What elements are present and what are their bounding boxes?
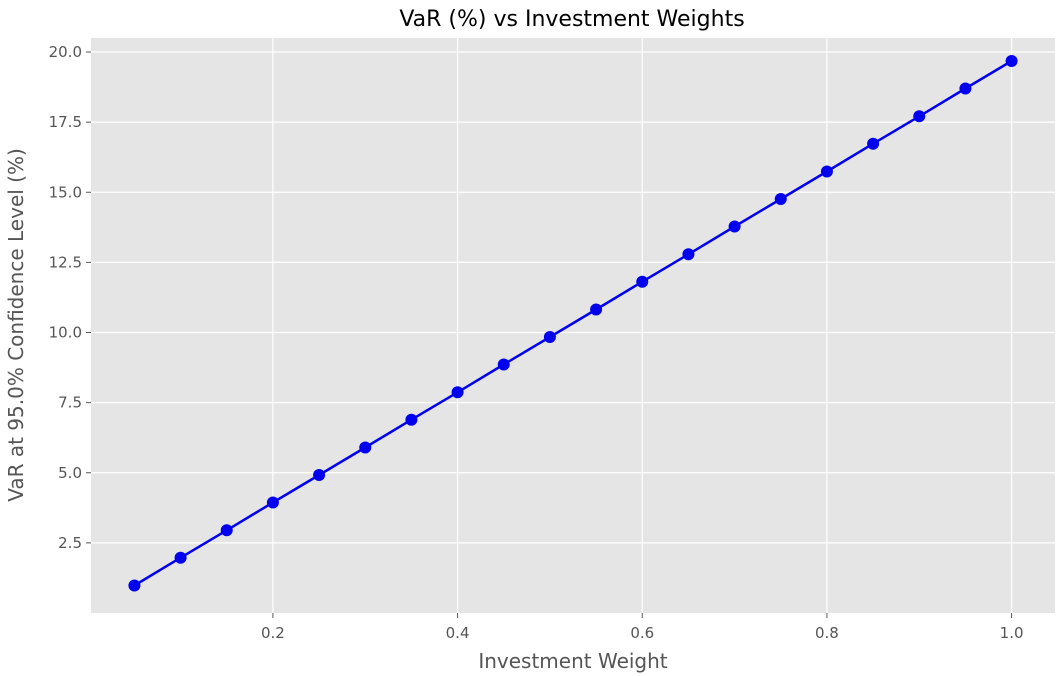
data-point: [959, 82, 972, 95]
data-point: [728, 220, 741, 233]
y-tick-label: 10.0: [49, 324, 82, 342]
plot-area: [91, 38, 1055, 613]
x-axis: 0.2 0.4 0.6 0.8 1.0: [261, 613, 1024, 642]
y-axis: 2.5 5.0 7.5 10.0 12.5 15.0 17.5 20.0: [49, 43, 91, 552]
data-point: [451, 386, 464, 399]
y-tick-label: 5.0: [58, 464, 82, 482]
data-point: [128, 579, 141, 592]
x-tick-label: 0.8: [815, 624, 839, 642]
x-tick-label: 0.6: [630, 624, 654, 642]
data-point: [913, 110, 926, 123]
data-point: [820, 165, 833, 178]
x-tick-label: 0.2: [261, 624, 285, 642]
x-tick-label: 1.0: [1000, 624, 1024, 642]
y-tick-label: 15.0: [49, 183, 82, 201]
data-point: [497, 358, 510, 371]
series-line: [133, 59, 1013, 587]
y-axis-label: VaR at 95.0% Confidence Level (%): [4, 148, 28, 502]
y-tick-label: 2.5: [58, 534, 82, 552]
data-point: [220, 524, 233, 537]
data-point: [359, 441, 372, 454]
data-point: [405, 413, 418, 426]
y-tick-label: 17.5: [49, 113, 82, 131]
x-tick-label: 0.4: [446, 624, 470, 642]
data-point: [266, 496, 279, 509]
data-point: [313, 469, 326, 481]
data-point: [590, 303, 603, 316]
data-point: [867, 137, 880, 150]
x-axis-label: Investment Weight: [478, 649, 667, 673]
data-point: [1005, 55, 1018, 67]
y-tick-label: 20.0: [49, 43, 82, 61]
data-point: [682, 248, 695, 261]
y-tick-label: 12.5: [49, 253, 82, 271]
chart-title: VaR (%) vs Investment Weights: [399, 7, 744, 32]
series-markers: [128, 55, 1018, 592]
data-point: [774, 193, 787, 205]
y-tick-label: 7.5: [58, 394, 82, 412]
grid: [91, 38, 1055, 613]
data-point: [174, 551, 187, 564]
data-point: [636, 275, 649, 288]
data-point: [543, 331, 556, 343]
